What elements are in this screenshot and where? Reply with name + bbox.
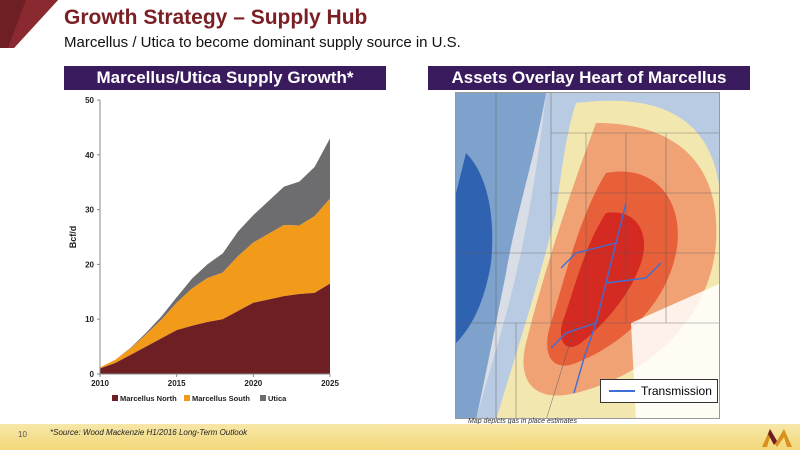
map-note: Map depicts gas in place estimates [468,418,577,425]
legend-label: Marcellus North [120,394,177,403]
map-region-deep-blue [456,153,493,343]
county-lines [456,93,719,418]
map-region-core-red [560,212,645,347]
footer-bar [0,424,800,450]
y-tick-label: 40 [85,151,94,160]
transmission-pipelines [550,202,662,394]
x-tick-label: 2015 [168,379,186,388]
x-tick-label: 2025 [321,379,339,388]
y-tick-label: 30 [85,206,94,215]
legend-label: Marcellus South [192,394,250,403]
page-subtitle: Marcellus / Utica to become dominant sup… [64,34,461,51]
map-legend: Transmission [600,379,718,403]
legend-transmission-label: Transmission [641,384,712,398]
page-number: 10 [18,430,27,439]
source-note: *Source: Wood Mackenzie H1/2016 Long-Ter… [50,428,248,437]
page-title: Growth Strategy – Supply Hub [64,6,368,29]
supply-growth-banner: Marcellus/Utica Supply Growth* [64,66,386,90]
company-logo [762,429,792,447]
x-tick-label: 2010 [91,379,109,388]
legend-swatch [112,395,118,401]
legend-swatch [184,395,190,401]
corner-swoosh-logo [0,0,58,48]
y-axis-label: Bcf/d [68,226,78,249]
area-marcellus-north [100,283,330,374]
y-tick-label: 20 [85,260,94,269]
y-tick-label: 10 [85,315,94,324]
y-tick-label: 50 [85,96,94,105]
transmission-line-icon [609,390,635,392]
assets-overlay-banner: Assets Overlay Heart of Marcellus [428,66,750,90]
x-tick-label: 2020 [244,379,262,388]
marcellus-map [455,92,720,419]
supply-growth-chart: 0 10 20 30 40 50 2010 2015 2020 2025 Bcf/d Marcellu… [68,96,339,403]
legend-swatch [260,395,266,401]
legend-label: Utica [268,394,287,403]
area-marcellus-south [100,198,330,369]
gas-in-place-map [456,93,719,418]
y-tick-label: 0 [90,370,95,379]
